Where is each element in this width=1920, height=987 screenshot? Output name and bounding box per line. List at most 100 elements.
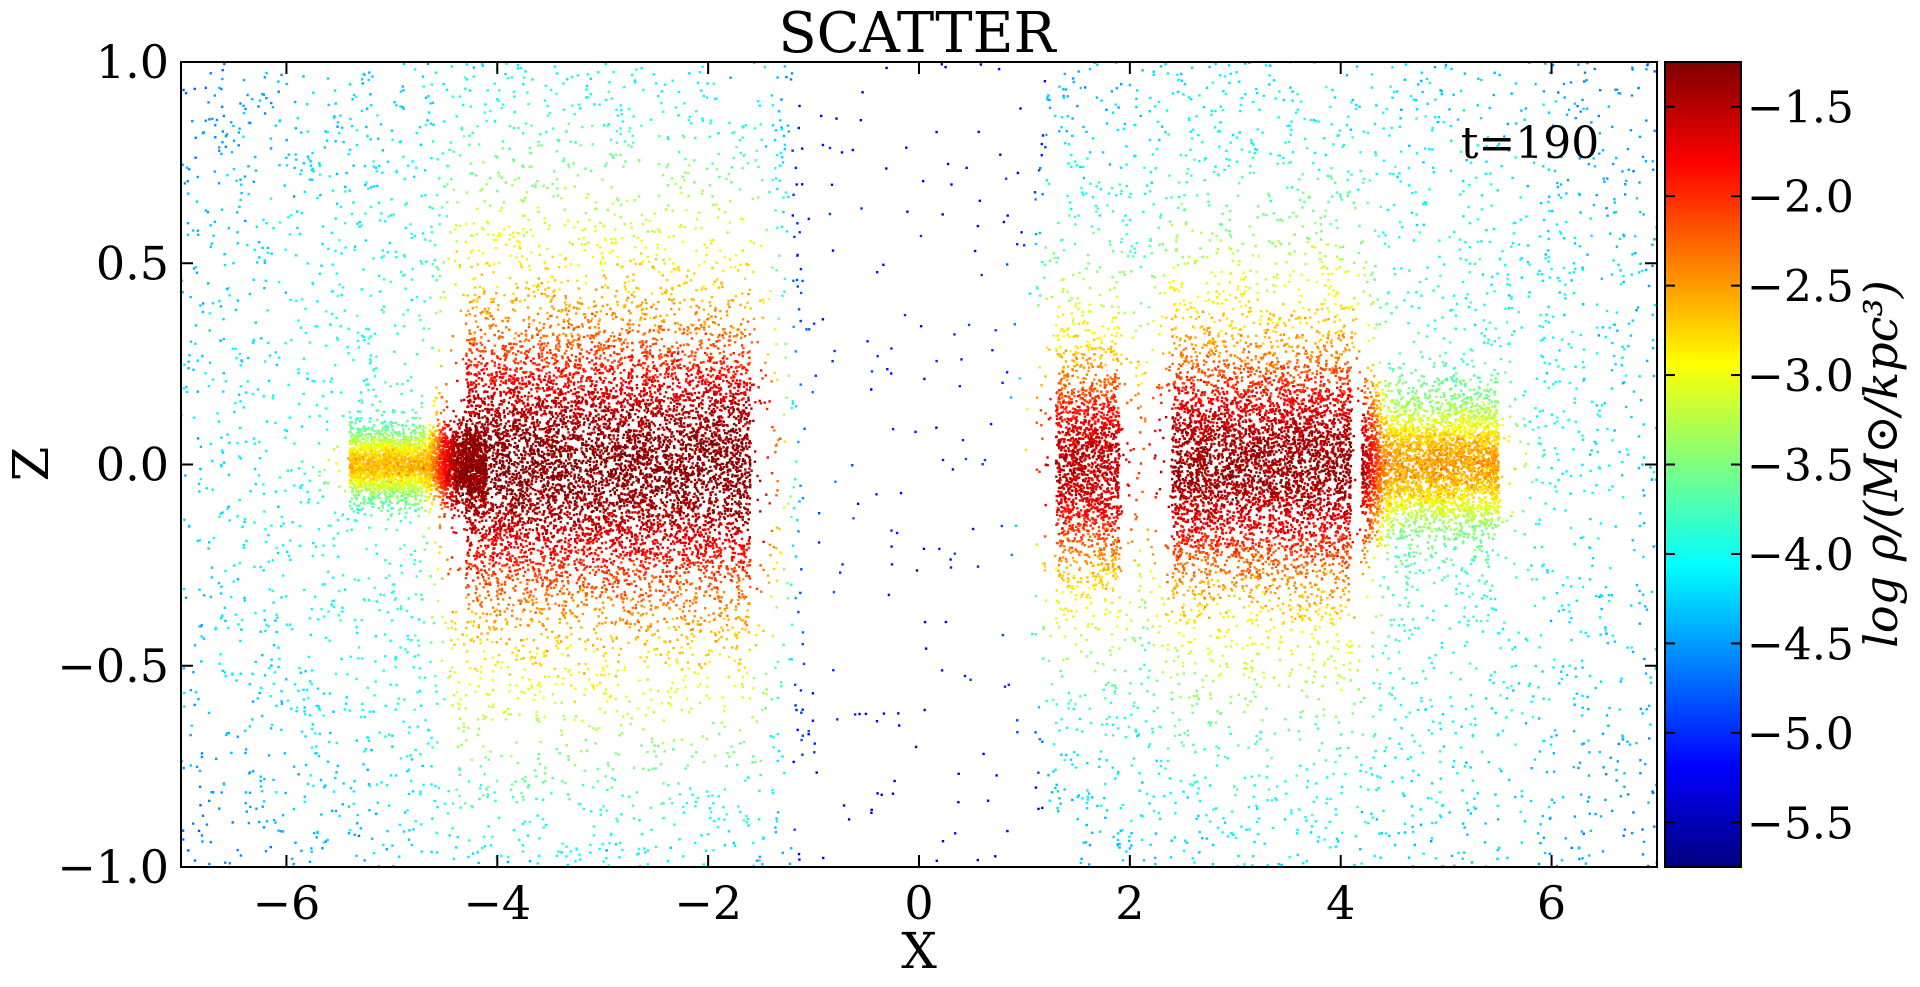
scatter-point <box>264 279 268 282</box>
scatter-point <box>1452 563 1455 567</box>
scatter-point <box>1201 544 1205 548</box>
scatter-point <box>454 228 457 231</box>
scatter-point <box>1296 188 1299 191</box>
scatter-point <box>402 107 405 110</box>
scatter-point <box>1550 735 1553 738</box>
scatter-point <box>1212 680 1215 683</box>
scatter-point <box>1586 800 1590 803</box>
scatter-point <box>1387 585 1390 589</box>
scatter-point <box>1404 575 1408 578</box>
scatter-point <box>489 844 493 847</box>
scatter-point <box>486 795 489 799</box>
scatter-point <box>230 121 233 124</box>
scatter-point <box>1459 257 1462 260</box>
scatter-point <box>1301 225 1304 228</box>
scatter-point <box>231 672 234 675</box>
scatter-point <box>682 331 686 335</box>
scatter-point <box>1256 91 1259 95</box>
scatter-point <box>488 626 491 629</box>
scatter-point <box>1321 375 1325 379</box>
scatter-point <box>754 401 757 404</box>
scatter-point <box>1541 355 1545 359</box>
scatter-point <box>584 648 587 651</box>
scatter-point <box>782 134 786 138</box>
scatter-point <box>1177 206 1180 210</box>
scatter-point <box>682 136 686 139</box>
scatter-point <box>464 240 468 244</box>
scatter-point <box>1653 825 1656 828</box>
scatter-point <box>1097 628 1100 631</box>
scatter-point <box>319 193 322 197</box>
scatter-point <box>486 785 490 789</box>
scatter-point <box>299 485 302 488</box>
scatter-point <box>1290 186 1294 189</box>
scatter-point <box>656 247 659 250</box>
scatter-point <box>637 422 641 426</box>
scatter-point <box>566 78 569 81</box>
scatter-point <box>1033 191 1037 194</box>
scatter-point <box>327 103 330 107</box>
scatter-point <box>1601 149 1605 152</box>
scatter-point <box>1174 579 1177 582</box>
scatter-point <box>1618 237 1622 240</box>
scatter-point <box>1531 428 1535 431</box>
scatter-point <box>1091 831 1094 834</box>
scatter-point <box>1239 103 1243 107</box>
scatter-point <box>1530 700 1533 704</box>
scatter-point <box>1481 630 1485 633</box>
scatter-point <box>397 697 400 700</box>
scatter-point <box>222 114 225 118</box>
scatter-point <box>324 840 327 843</box>
scatter-point <box>221 105 224 108</box>
scatter-point <box>360 78 364 81</box>
scatter-point <box>655 253 658 256</box>
scatter-point <box>555 683 558 686</box>
scatter-point <box>280 702 284 705</box>
scatter-point <box>1639 512 1642 515</box>
scatter-point <box>357 834 361 838</box>
scatter-point <box>1338 747 1342 750</box>
scatter-point <box>713 754 717 757</box>
scatter-point <box>413 175 416 179</box>
scatter-point <box>189 764 193 767</box>
scatter-point <box>567 654 570 657</box>
scatter-point <box>433 258 436 262</box>
scatter-point <box>287 383 290 386</box>
scatter-point <box>1550 467 1553 470</box>
scatter-point <box>1440 93 1443 96</box>
scatter-point <box>623 223 627 226</box>
scatter-point <box>340 126 344 129</box>
scatter-point <box>293 442 296 445</box>
scatter-point <box>262 395 265 398</box>
scatter-point <box>288 233 292 236</box>
scatter-point <box>1399 180 1402 183</box>
scatter-point <box>1331 88 1334 92</box>
scatter-point <box>1151 153 1154 156</box>
scatter-point <box>251 341 255 344</box>
scatter-point <box>360 224 363 227</box>
scatter-point <box>1152 577 1155 580</box>
scatter-point <box>801 496 805 500</box>
scatter-point <box>375 366 378 370</box>
scatter-point <box>1256 216 1259 219</box>
scatter-point <box>1212 398 1215 401</box>
scatter-point <box>623 281 627 284</box>
scatter-point <box>745 442 748 445</box>
scatter-point <box>1431 126 1434 130</box>
scatter-point <box>1180 644 1184 647</box>
scatter-point <box>654 412 657 416</box>
scatter-point <box>504 181 508 184</box>
scatter-point <box>1638 602 1641 605</box>
scatter-point <box>1305 768 1309 771</box>
scatter-point <box>1574 675 1578 678</box>
scatter-point <box>1356 669 1359 672</box>
scatter-point <box>1290 120 1293 123</box>
scatter-point <box>362 335 365 338</box>
scatter-point <box>1364 820 1367 824</box>
scatter-point <box>1617 92 1620 95</box>
scatter-point <box>682 394 685 397</box>
scatter-point <box>1554 485 1557 488</box>
scatter-point <box>1563 293 1567 296</box>
scatter-point <box>523 691 526 694</box>
scatter-point <box>200 624 203 627</box>
